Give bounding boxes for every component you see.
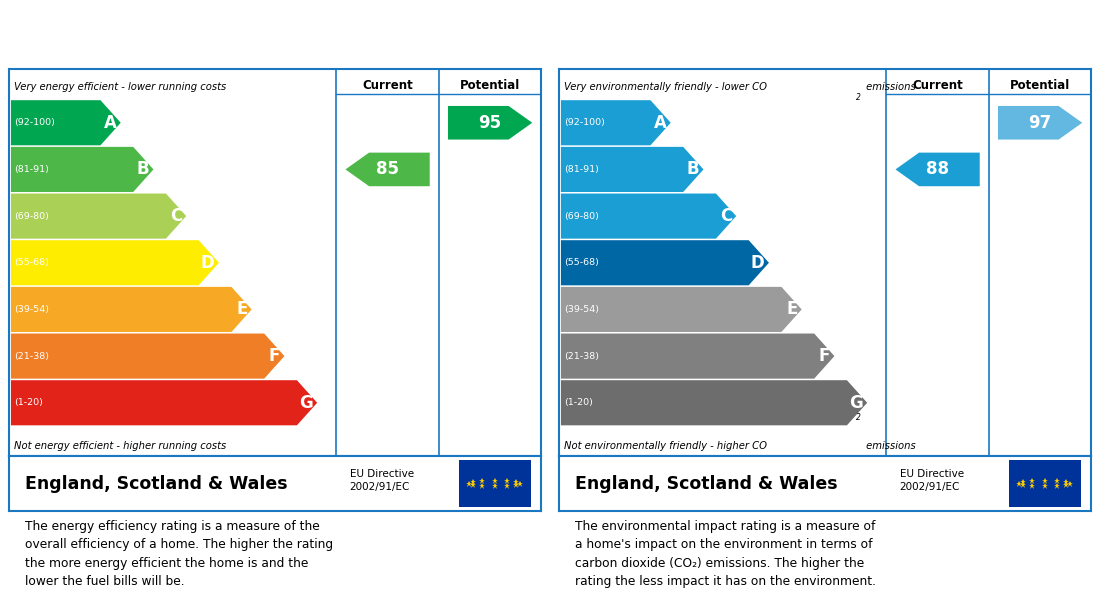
- Polygon shape: [561, 240, 769, 285]
- Polygon shape: [11, 333, 285, 379]
- Polygon shape: [561, 100, 671, 145]
- Text: D: D: [201, 254, 214, 272]
- Text: 2: 2: [881, 47, 890, 60]
- Text: G: G: [299, 394, 312, 411]
- Polygon shape: [561, 193, 736, 238]
- Text: E: E: [236, 301, 248, 318]
- Text: (39-54): (39-54): [564, 305, 600, 314]
- Polygon shape: [561, 147, 704, 192]
- Text: The environmental impact rating is a measure of
a home's impact on the environme: The environmental impact rating is a mea…: [575, 520, 876, 588]
- Text: B: B: [136, 160, 150, 179]
- Polygon shape: [998, 106, 1082, 140]
- Text: 2: 2: [856, 93, 861, 102]
- Text: ) Rating: ) Rating: [893, 34, 978, 54]
- Text: (69-80): (69-80): [564, 211, 600, 221]
- Text: (1-20): (1-20): [14, 399, 43, 407]
- Polygon shape: [895, 153, 980, 186]
- Text: 2: 2: [856, 413, 861, 422]
- Polygon shape: [11, 193, 186, 238]
- Text: (69-80): (69-80): [14, 211, 50, 221]
- Text: (55-68): (55-68): [14, 258, 50, 267]
- Text: (81-91): (81-91): [564, 165, 600, 174]
- Text: D: D: [751, 254, 764, 272]
- Polygon shape: [561, 380, 867, 425]
- Text: Energy Efficiency Rating: Energy Efficiency Rating: [21, 34, 279, 54]
- FancyBboxPatch shape: [459, 460, 530, 507]
- Text: (92-100): (92-100): [564, 118, 605, 128]
- Polygon shape: [11, 147, 154, 192]
- Text: 85: 85: [376, 160, 399, 179]
- Text: 95: 95: [478, 114, 502, 132]
- Text: (21-38): (21-38): [564, 352, 600, 360]
- Text: 97: 97: [1028, 114, 1052, 132]
- Text: (92-100): (92-100): [14, 118, 55, 128]
- Text: E: E: [786, 301, 798, 318]
- Text: F: F: [268, 347, 280, 365]
- Text: 88: 88: [926, 160, 949, 179]
- Polygon shape: [11, 240, 219, 285]
- Text: EU Directive
2002/91/EC: EU Directive 2002/91/EC: [350, 469, 414, 492]
- Polygon shape: [11, 380, 317, 425]
- Text: Current: Current: [362, 79, 412, 92]
- Text: A: A: [103, 114, 117, 132]
- Text: C: C: [169, 207, 182, 225]
- Text: EU Directive
2002/91/EC: EU Directive 2002/91/EC: [900, 469, 964, 492]
- Polygon shape: [561, 287, 802, 332]
- Text: Environmental Impact (CO: Environmental Impact (CO: [571, 34, 848, 54]
- Text: C: C: [719, 207, 732, 225]
- Text: (81-91): (81-91): [14, 165, 50, 174]
- FancyBboxPatch shape: [1009, 460, 1080, 507]
- Text: G: G: [849, 394, 862, 411]
- Text: (1-20): (1-20): [564, 399, 593, 407]
- Text: The energy efficiency rating is a measure of the
overall efficiency of a home. T: The energy efficiency rating is a measur…: [25, 520, 333, 588]
- Text: England, Scotland & Wales: England, Scotland & Wales: [575, 475, 837, 493]
- Text: emissions: emissions: [864, 83, 916, 92]
- Text: Very energy efficient - lower running costs: Very energy efficient - lower running co…: [14, 83, 227, 92]
- Text: Potential: Potential: [1010, 79, 1070, 92]
- Polygon shape: [561, 333, 835, 379]
- Text: (21-38): (21-38): [14, 352, 50, 360]
- Polygon shape: [11, 100, 121, 145]
- Text: F: F: [818, 347, 830, 365]
- Text: B: B: [686, 160, 700, 179]
- Text: Not energy efficient - higher running costs: Not energy efficient - higher running co…: [14, 441, 227, 451]
- Polygon shape: [345, 153, 430, 186]
- Text: England, Scotland & Wales: England, Scotland & Wales: [25, 475, 287, 493]
- Text: Not environmentally friendly - higher CO: Not environmentally friendly - higher CO: [564, 441, 767, 451]
- Text: (39-54): (39-54): [14, 305, 50, 314]
- Text: Current: Current: [912, 79, 962, 92]
- Text: Potential: Potential: [460, 79, 520, 92]
- Text: (55-68): (55-68): [564, 258, 600, 267]
- Text: A: A: [653, 114, 667, 132]
- Text: emissions: emissions: [864, 441, 916, 451]
- Polygon shape: [448, 106, 532, 140]
- Text: Very environmentally friendly - lower CO: Very environmentally friendly - lower CO: [564, 83, 767, 92]
- Polygon shape: [11, 287, 252, 332]
